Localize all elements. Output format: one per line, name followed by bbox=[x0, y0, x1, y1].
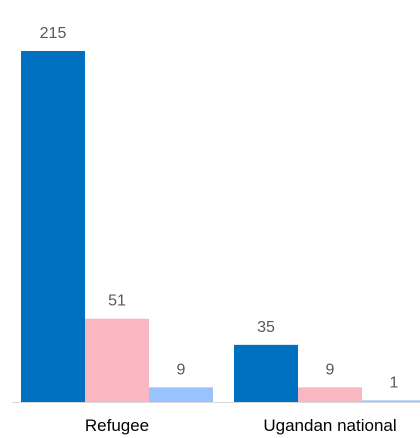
category-labels-layer: Refugee Ugandan national bbox=[85, 416, 397, 435]
bar bbox=[362, 400, 420, 402]
bar-value-label: 35 bbox=[257, 319, 275, 336]
bars-layer bbox=[21, 51, 420, 402]
bar-value-label: 215 bbox=[40, 25, 67, 42]
category-label: Refugee bbox=[85, 416, 149, 435]
bar-value-label: 51 bbox=[108, 293, 126, 310]
bar bbox=[85, 318, 149, 402]
value-labels-layer: 215 51 9 35 9 1 bbox=[40, 25, 399, 391]
bar bbox=[234, 344, 298, 402]
bar-value-label: 1 bbox=[390, 374, 399, 391]
bar bbox=[298, 387, 362, 402]
bar-value-label: 9 bbox=[326, 361, 335, 378]
bar bbox=[149, 387, 213, 402]
bar bbox=[21, 51, 85, 402]
category-label: Ugandan national bbox=[263, 416, 396, 435]
bar-value-label: 9 bbox=[177, 361, 186, 378]
